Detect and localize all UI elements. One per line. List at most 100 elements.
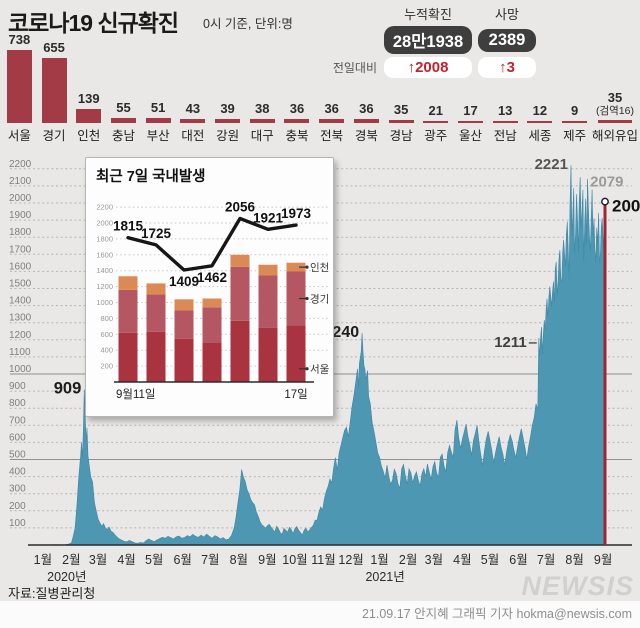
region-bar-label: 인천: [77, 129, 101, 143]
svg-text:200: 200: [9, 501, 26, 512]
region-column: 39 강원: [210, 28, 245, 144]
daily-cases-area: [29, 165, 605, 546]
svg-text:500: 500: [9, 450, 26, 461]
region-bar: [145, 118, 171, 123]
svg-text:400: 400: [100, 346, 113, 355]
svg-text:900: 900: [9, 381, 26, 392]
svg-text:700: 700: [9, 415, 26, 426]
region-bar-label: 경남: [389, 129, 413, 143]
svg-text:909: 909: [54, 380, 82, 398]
region-bar-label: 대구: [250, 129, 274, 143]
svg-text:4월: 4월: [453, 553, 471, 567]
region-bar-value: 21: [428, 102, 444, 118]
region-bar-stack: 17: [453, 28, 488, 123]
svg-text:서울: 서울: [310, 364, 330, 376]
stack-segment-서울: [230, 320, 250, 382]
region-bar: [180, 118, 206, 123]
summary-stats: 누적확진 사망 28만1938 2389 전일대비 ↑2008 ↑3: [330, 4, 536, 78]
svg-text:11월: 11월: [311, 553, 335, 567]
svg-text:300: 300: [9, 484, 26, 495]
main-ytick-labels: 100 200 300 400 500 600 700 800 900 1000 1100 1200 1…: [9, 159, 32, 529]
svg-text:8월: 8월: [565, 553, 583, 567]
svg-text:2월: 2월: [399, 553, 417, 567]
region-bar-value: 13: [497, 103, 513, 118]
svg-text:4월: 4월: [117, 553, 135, 567]
main-xtick-labels: 1월 2월 3월 4월 5월 6월 7월 8월 9월 10월 11월 12월 1월 2월 3월 4월 5월 6월 7…: [34, 553, 613, 584]
region-bar-chart: 738 서울 655 경기 139 인천 55 충남 51 부산 43 대전 39 강원 38 대구 36 충북 3…: [2, 28, 638, 144]
delta-row-label: 전일대비: [332, 61, 377, 75]
svg-text:1200: 1200: [9, 330, 32, 341]
svg-text:2008: 2008: [612, 197, 640, 216]
svg-text:100: 100: [9, 518, 26, 529]
region-bar-value: 43: [185, 100, 201, 116]
region-bar: [249, 119, 275, 123]
svg-text:3월: 3월: [425, 553, 443, 567]
region-bar: [110, 117, 136, 123]
svg-text:1300: 1300: [9, 313, 32, 324]
region-bar: [319, 119, 345, 123]
region-column: 139 인천: [71, 28, 106, 144]
region-bar: [353, 119, 379, 123]
last7days-inset-card: 최근 7일 국내발생 200 400 600 800 1000 1200 1400 1600 1…: [85, 157, 334, 417]
svg-text:2079: 2079: [590, 173, 623, 190]
region-bar: [284, 119, 310, 123]
svg-text:1월: 1월: [34, 553, 52, 567]
svg-text:2000: 2000: [9, 193, 32, 204]
svg-text:7월: 7월: [201, 553, 219, 567]
region-bar: [6, 50, 32, 123]
region-bar-value: 12: [532, 103, 548, 118]
region-bar: [215, 119, 241, 123]
stack-segment-서울: [118, 332, 138, 382]
region-bar-stack: 51: [141, 28, 176, 123]
svg-text:1400: 1400: [96, 266, 113, 275]
svg-text:2월: 2월: [62, 553, 80, 567]
region-bar-stack: 36: [280, 28, 315, 123]
daily-trend-area-chart: 100 200 300 400 500 600 700 800 900 1000 1100 1200 1…: [9, 156, 640, 584]
svg-text:1800: 1800: [9, 227, 32, 238]
credit-strip: [0, 601, 640, 628]
svg-text:2020년: 2020년: [47, 570, 86, 584]
region-bar-label: 제주: [563, 129, 587, 143]
svg-text:2200: 2200: [96, 203, 113, 212]
data-source: 자료:질병관리청: [8, 586, 96, 601]
svg-text:800: 800: [100, 314, 113, 323]
svg-text:1973: 1973: [281, 206, 312, 221]
svg-text:400: 400: [9, 467, 26, 478]
svg-text:600: 600: [100, 330, 113, 339]
page-title: 코로나19 신규확진: [8, 10, 179, 36]
svg-text:1211: 1211: [494, 334, 527, 351]
stack-segment-인천: [118, 276, 138, 290]
stack-segment-경기: [258, 275, 278, 328]
region-bar-label: 경기: [42, 129, 66, 143]
svg-text:경기: 경기: [310, 292, 329, 305]
region-bar-value: 55: [116, 99, 131, 115]
region-bar: [41, 58, 67, 123]
region-bar: [423, 120, 449, 123]
stack-segment-인천: [174, 299, 194, 311]
stack-segment-인천: [202, 298, 222, 308]
svg-text:1100: 1100: [9, 347, 31, 358]
svg-text:1000: 1000: [96, 298, 113, 307]
region-bar-stack: 12: [523, 28, 558, 123]
region-column: 38 대구: [245, 28, 280, 144]
stack-segment-인천: [258, 264, 278, 276]
stack-segment-서울: [286, 325, 306, 382]
svg-text:2056: 2056: [225, 200, 256, 215]
region-column: 43 대전: [176, 28, 211, 144]
inset-title: 최근 7일 국내발생: [96, 169, 206, 185]
stack-segment-경기: [230, 266, 250, 321]
svg-text:1900: 1900: [9, 210, 32, 221]
cumulative-delta-badge: ↑2008: [384, 57, 472, 78]
region-bar-value: 51: [150, 100, 166, 115]
svg-text:12월: 12월: [338, 553, 363, 567]
svg-text:2200: 2200: [9, 159, 32, 170]
region-column: 36 경북: [349, 28, 384, 144]
svg-text:1800: 1800: [96, 234, 113, 243]
deaths-total-badge: 2389: [478, 28, 536, 52]
region-bar-stack: 13: [488, 28, 523, 123]
region-column: 13 전남: [488, 28, 523, 144]
svg-text:1200: 1200: [96, 282, 113, 291]
region-bar: [527, 121, 553, 123]
region-bar-stack: 38: [245, 28, 280, 123]
